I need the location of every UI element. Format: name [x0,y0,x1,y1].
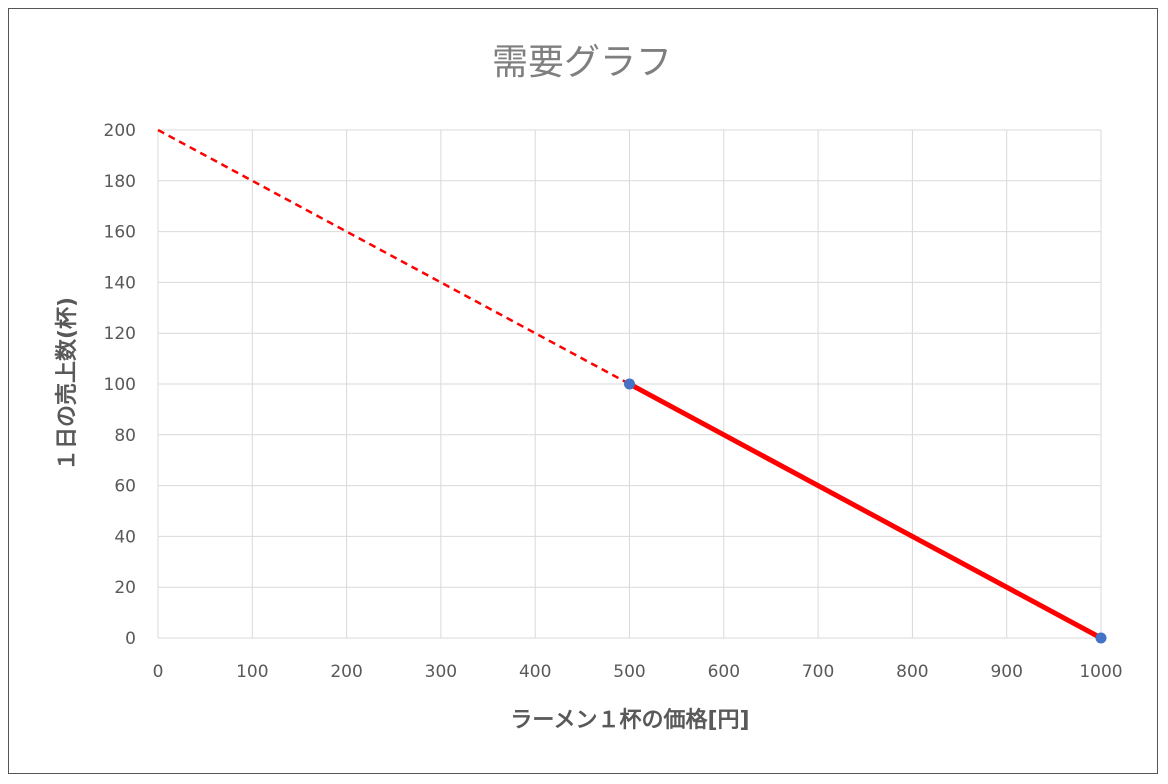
data-point [1095,632,1107,644]
y-tick-label: 80 [114,426,136,446]
x-tick-label: 900 [990,662,1022,682]
x-tick-label: 800 [896,662,928,682]
x-tick-label: 0 [153,662,164,682]
x-tick-label: 300 [425,662,457,682]
data-point [624,378,635,390]
y-tick-label: 180 [104,172,136,192]
series-lines [157,128,1103,641]
y-tick-label: 60 [114,477,136,497]
y-tick-label: 160 [104,223,136,243]
y-axis-ticks: 0 20 40 60 80 100 120 140 160 180 200 [104,121,136,649]
y-tick-label: 100 [104,375,136,395]
x-axis-label: ラーメン１杯の価格[円] [510,707,749,733]
x-tick-label: 1000 [1079,662,1122,682]
chart-title: 需要グラフ [492,42,672,83]
x-tick-label: 200 [330,662,362,682]
y-tick-label: 0 [125,629,136,649]
y-tick-label: 120 [104,324,136,344]
chart-frame [8,8,1158,774]
x-tick-label: 700 [802,662,834,682]
x-axis-ticks: 0 100 200 300 400 500 600 700 800 900 1000 [153,662,1123,682]
y-tick-label: 200 [104,121,136,141]
x-tick-label: 600 [708,662,740,682]
x-tick-label: 100 [236,662,268,682]
y-tick-label: 140 [104,273,136,293]
grid [157,129,1102,639]
y-tick-label: 40 [114,527,136,547]
y-tick-label: 20 [114,578,136,598]
dashed-demand-line [157,128,631,386]
solid-demand-line [628,381,1103,641]
series-points [624,378,1107,644]
x-tick-label: 500 [613,662,645,682]
y-axis-label: １日の売上数(杯) [54,297,80,471]
x-tick-label: 400 [519,662,551,682]
